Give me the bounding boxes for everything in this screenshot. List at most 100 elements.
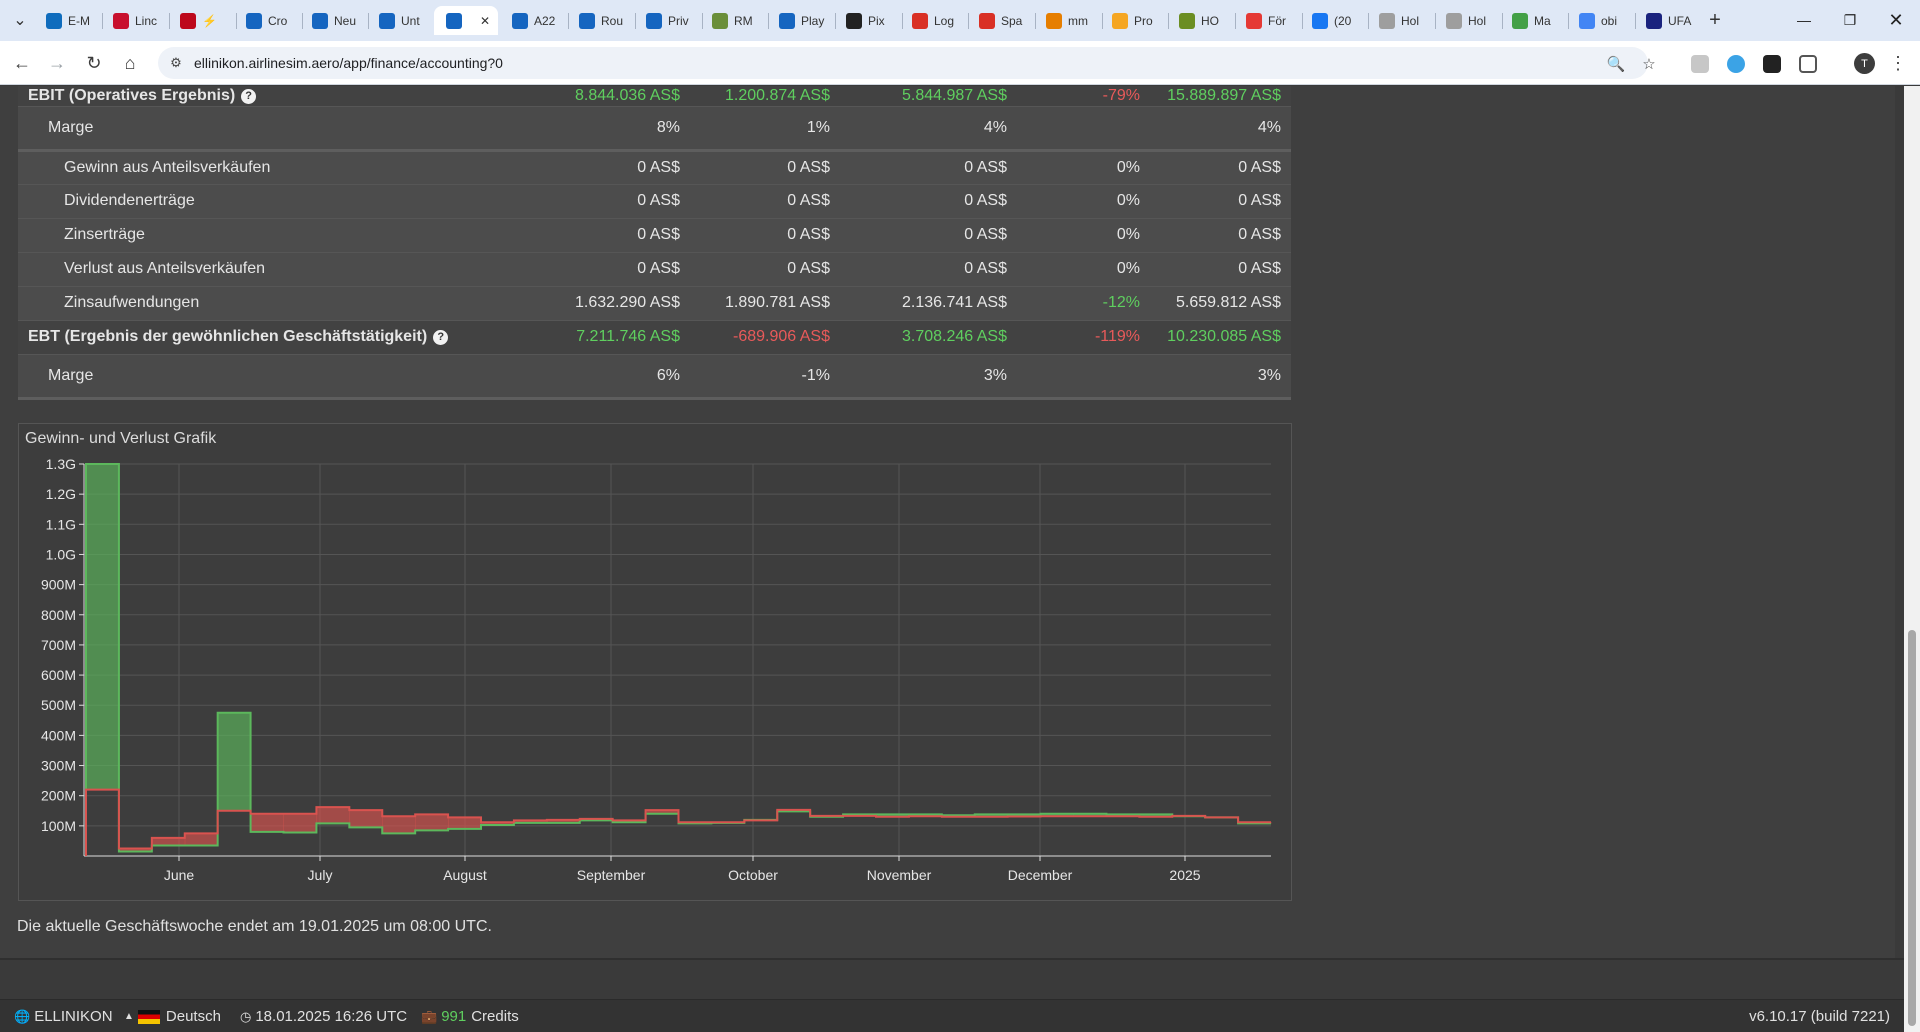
table-row: Zinserträge 0 AS$ 0 AS$ 0 AS$ 0% 0 AS$ — [18, 218, 1291, 253]
caret-up-icon: ▲ — [124, 1011, 134, 1022]
tab-separator — [368, 13, 369, 29]
browser-tab[interactable]: Log — [906, 6, 964, 35]
airline-link[interactable]: 🌐 ELLINIKON — [14, 1008, 113, 1025]
browser-tab[interactable]: (20 — [1306, 6, 1364, 35]
url-text[interactable]: ellinikon.airlinesim.aero/app/finance/ac… — [194, 55, 503, 71]
browser-tab[interactable]: Rou — [573, 6, 631, 35]
browser-tab[interactable]: HO — [1173, 6, 1231, 35]
tab-title: Priv — [668, 13, 689, 28]
area-segment — [349, 810, 383, 828]
table-row: EBT (Ergebnis der gewöhnlichen Geschäfts… — [18, 320, 1291, 355]
y-tick-label: 100M — [41, 818, 76, 834]
browser-tab[interactable]: Play — [773, 6, 831, 35]
row-label-text: Verlust aus Anteilsverkäufen — [64, 260, 266, 277]
extension-icon-1[interactable] — [1691, 55, 1709, 73]
zoom-icon[interactable]: 🔍 — [1606, 56, 1626, 73]
table-cell: 0 AS$ — [840, 184, 1017, 219]
credits-link[interactable]: 💼 991 Credits — [421, 1008, 519, 1025]
y-tick-label: 300M — [41, 758, 76, 774]
browser-tab[interactable]: ✕ — [434, 6, 498, 35]
browser-tab[interactable]: A22 — [506, 6, 564, 35]
bookmark-star-icon[interactable]: ☆ — [1642, 56, 1656, 73]
restore-icon[interactable]: ❐ — [1843, 11, 1857, 28]
tab-title: Spa — [1001, 13, 1023, 28]
browser-tab[interactable]: Cro — [240, 6, 298, 35]
revenue-series-line — [85, 463, 1271, 856]
browser-tab[interactable]: Unt — [373, 6, 431, 35]
browser-tab[interactable]: Linc — [107, 6, 165, 35]
address-bar[interactable]: ⚙ ellinikon.airlinesim.aero/app/finance/… — [158, 47, 1656, 79]
credits-value: 991 — [441, 1008, 467, 1025]
row-label-text: Dividendenerträge — [64, 192, 195, 209]
browser-tab[interactable]: Neu — [306, 6, 364, 35]
extension-icon-2[interactable] — [1727, 55, 1745, 73]
browser-tab[interactable]: RM — [706, 6, 764, 35]
language-selector[interactable]: ▲ Deutsch — [124, 1008, 221, 1025]
browser-tab[interactable]: mm — [1040, 6, 1098, 35]
row-label: Marge — [18, 106, 531, 152]
table-cell: 0 AS$ — [531, 218, 690, 253]
profit-loss-chart-panel: 100M 200M 300M 400M 500M 600M 700M 800M 900M 1.0G… — [18, 423, 1292, 901]
tab-title: (20 — [1334, 13, 1352, 28]
browser-tab[interactable]: Hol — [1440, 6, 1498, 35]
close-window-icon[interactable]: ✕ — [1888, 9, 1904, 30]
browser-tab[interactable]: E-M — [40, 6, 98, 35]
y-tick-label: 600M — [41, 667, 76, 683]
x-tick-label: July — [308, 867, 333, 883]
table-cell: 0 AS$ — [531, 184, 690, 219]
browser-tab[interactable]: Pix — [840, 6, 898, 35]
y-tick-label: 1.1G — [46, 516, 76, 532]
browser-tab[interactable]: UFA — [1640, 6, 1698, 35]
row-label: Zinserträge — [18, 218, 531, 253]
browser-tab[interactable]: För — [1240, 6, 1298, 35]
browser-tab[interactable]: obi — [1573, 6, 1631, 35]
extension-icon-3[interactable] — [1763, 55, 1781, 73]
tab-separator — [902, 13, 903, 29]
tab-separator — [1035, 13, 1036, 29]
profile-avatar[interactable]: T — [1854, 53, 1875, 74]
scrollbar-thumb[interactable] — [1908, 630, 1916, 1026]
minimize-icon[interactable]: — — [1797, 12, 1811, 28]
area-segment — [513, 820, 548, 823]
tab-title: Pix — [868, 13, 885, 28]
tab-favicon-icon — [1179, 12, 1195, 29]
new-tab-button[interactable]: + — [1709, 8, 1721, 31]
page-divider — [0, 958, 1904, 960]
table-cell: -1% — [690, 354, 840, 400]
browser-tab[interactable]: ⚡ — [174, 6, 232, 35]
help-icon[interactable]: ? — [433, 330, 449, 345]
table-cell: 8% — [531, 106, 690, 152]
browser-tab[interactable]: Hol — [1373, 6, 1431, 35]
reload-icon[interactable]: ↻ — [86, 52, 102, 73]
tab-separator — [1568, 13, 1569, 29]
extensions-puzzle-icon[interactable] — [1799, 55, 1817, 73]
home-icon[interactable]: ⌂ — [124, 52, 136, 73]
table-row: Marge 6% -1% 3% 3% — [18, 354, 1291, 400]
browser-menu-icon[interactable]: ⋮ — [1889, 52, 1907, 73]
close-tab-icon[interactable]: ✕ — [479, 13, 490, 28]
y-tick-label: 1.3G — [46, 456, 76, 472]
tab-title: Unt — [401, 13, 420, 28]
site-info-icon[interactable]: ⚙ — [170, 55, 182, 70]
tab-favicon-icon — [1312, 12, 1328, 29]
table-cell: 0 AS$ — [840, 252, 1017, 287]
table-cell: 0 AS$ — [1150, 218, 1291, 253]
profit-loss-table: EBIT (Operatives Ergebnis)? 8.844.036 AS$… — [18, 86, 1291, 400]
x-tick-label: June — [164, 867, 195, 883]
help-icon[interactable]: ? — [241, 88, 257, 104]
tab-title: UFA — [1668, 13, 1692, 28]
browser-tab[interactable]: Pro — [1106, 6, 1164, 35]
table-cell: 0 AS$ — [1150, 252, 1291, 287]
tab-separator — [1102, 13, 1103, 29]
tab-favicon-icon — [1112, 12, 1128, 29]
back-arrow-icon[interactable]: ← — [13, 52, 31, 73]
tab-title: A22 — [534, 13, 556, 28]
browser-tab[interactable]: Priv — [640, 6, 698, 35]
browser-tab[interactable]: Spa — [973, 6, 1031, 35]
browser-tab[interactable]: Ma — [1506, 6, 1564, 35]
tab-search-button[interactable]: ⌄ — [13, 12, 27, 29]
tab-title: Pro — [1134, 13, 1153, 28]
forward-arrow-icon[interactable]: → — [48, 52, 66, 73]
page-scrollbar[interactable] — [1904, 86, 1920, 1032]
tab-favicon-icon — [512, 12, 528, 29]
